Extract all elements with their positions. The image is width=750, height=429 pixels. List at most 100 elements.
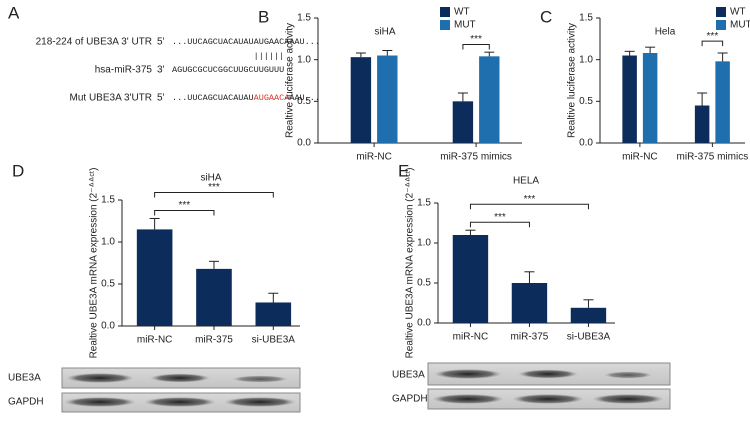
legend-label: WT <box>730 7 746 18</box>
bar <box>622 55 637 143</box>
panel-letter: C <box>540 7 552 26</box>
chart-title: siHA <box>374 27 395 38</box>
legend-swatch <box>716 7 726 17</box>
bar <box>570 307 607 323</box>
panel-letter: D <box>12 161 24 180</box>
chart-title: HELA <box>513 176 539 187</box>
x-tick-label: miR-NC <box>356 152 392 163</box>
error-bar <box>484 51 495 57</box>
sequence-label: 218-224 of UBE3A 3' UTR <box>36 37 152 48</box>
strand-end: 3' <box>157 65 165 76</box>
panel-letter: E <box>398 161 409 180</box>
bar <box>136 229 173 326</box>
blot-e: UBE3A GAPDH <box>392 362 671 410</box>
strand-end: 5' <box>157 37 165 48</box>
panel-letter: A <box>8 3 20 22</box>
bracket <box>469 221 530 228</box>
blot-band <box>144 397 216 407</box>
error-bar <box>208 260 219 269</box>
sequence-part: AAU... <box>289 93 320 103</box>
pairing: |||||| <box>254 51 285 61</box>
panel-letter: B <box>258 7 269 26</box>
x-tick-label: si-UBE3A <box>567 332 611 343</box>
significance-label: *** <box>470 34 482 45</box>
y-tick-label: 0.0 <box>297 138 311 149</box>
legend-swatch <box>716 20 726 30</box>
legend-label: MUT <box>454 20 476 31</box>
error-bar <box>583 299 594 308</box>
error-bar <box>624 50 635 56</box>
error-bar <box>717 52 728 62</box>
x-tick-label: miR-375 <box>511 332 549 343</box>
x-tick-label: si-UBE3A <box>252 335 296 346</box>
bracket <box>154 209 215 216</box>
y-tick-label: 1.0 <box>297 54 311 65</box>
blot-label: GAPDH <box>8 397 44 408</box>
y-tick-label: 0.0 <box>417 318 431 329</box>
bracket <box>462 44 490 50</box>
bar <box>196 268 232 326</box>
bar <box>479 56 500 144</box>
blot-band <box>150 373 210 383</box>
bar <box>642 53 658 143</box>
x-tick-label: miR-NC <box>622 152 658 163</box>
blot-band <box>512 394 584 404</box>
sequence-label: hsa-miR-375 <box>95 65 153 76</box>
y-axis-label: Realtive UBE3A mRNA expression (2⁻ᐞᐞᶜᵗ) <box>405 168 416 359</box>
error-bar <box>149 217 160 230</box>
bracket <box>701 40 724 47</box>
y-tick-label: 0.5 <box>417 278 431 289</box>
y-tick-label: 1.5 <box>101 195 115 206</box>
sequence: AGUGCGCUCGGCUUGCUUGUUU <box>172 65 284 75</box>
sequence-part: ...UUCAGCUACAUAU <box>172 93 254 103</box>
legend-swatch <box>440 7 450 17</box>
error-bar <box>457 92 468 102</box>
sequence-part: ...UUCAGCUACAUAUAUGAACAAAU... <box>172 37 320 47</box>
blot-band <box>434 369 502 379</box>
y-tick-label: 1.5 <box>297 13 311 24</box>
legend-label: MUT <box>730 20 750 31</box>
x-tick-label: miR-375 mimics <box>440 152 512 163</box>
error-bar <box>524 271 535 283</box>
bar <box>715 61 730 144</box>
y-tick-label: 1.0 <box>101 237 115 248</box>
blot-d: UBE3A GAPDH <box>8 367 301 413</box>
y-tick-label: 1.5 <box>417 198 431 209</box>
blot-band <box>604 371 652 379</box>
legend-swatch <box>440 20 450 30</box>
significance-bracket: *** <box>469 212 530 228</box>
significance-label: *** <box>208 182 220 193</box>
sequence-label: Mut UBE3A 3'UTR <box>70 93 153 104</box>
x-tick-label: miR-375 <box>195 335 233 346</box>
error-bar <box>645 46 656 53</box>
sequence: ...UUCAGCUACAUAUAUGAACAAAU... <box>172 93 320 103</box>
error-bar <box>465 229 476 235</box>
bar <box>255 302 292 326</box>
significance-bracket: *** <box>154 182 274 198</box>
y-tick-label: 0.5 <box>297 96 311 107</box>
chart-title: siHA <box>200 173 221 184</box>
y-axis-label: Realtive luciferase activity <box>285 23 296 138</box>
blot-band <box>64 397 136 407</box>
error-bar <box>268 292 279 303</box>
blot-band <box>66 373 134 383</box>
sequence-part: AGUGCGCUCGGCUUGCUUGUUU <box>172 65 284 75</box>
bar <box>452 235 489 323</box>
bracket <box>469 203 589 210</box>
significance-bracket: *** <box>154 200 215 216</box>
blot-band <box>232 375 288 383</box>
significance-label: *** <box>494 212 506 223</box>
bar <box>452 101 474 143</box>
x-tick-label: miR-NC <box>453 332 489 343</box>
blot-label: GAPDH <box>392 394 428 405</box>
blot-band <box>224 397 296 407</box>
sequence-part: AUGAACA <box>254 93 291 103</box>
blot-band <box>432 394 504 404</box>
blot-band <box>592 394 664 404</box>
bar <box>350 57 372 143</box>
blot-label: UBE3A <box>8 373 41 384</box>
x-tick-label: miR-375 mimics <box>677 152 749 163</box>
significance-bracket: *** <box>701 31 724 47</box>
significance-bracket: *** <box>462 34 490 50</box>
